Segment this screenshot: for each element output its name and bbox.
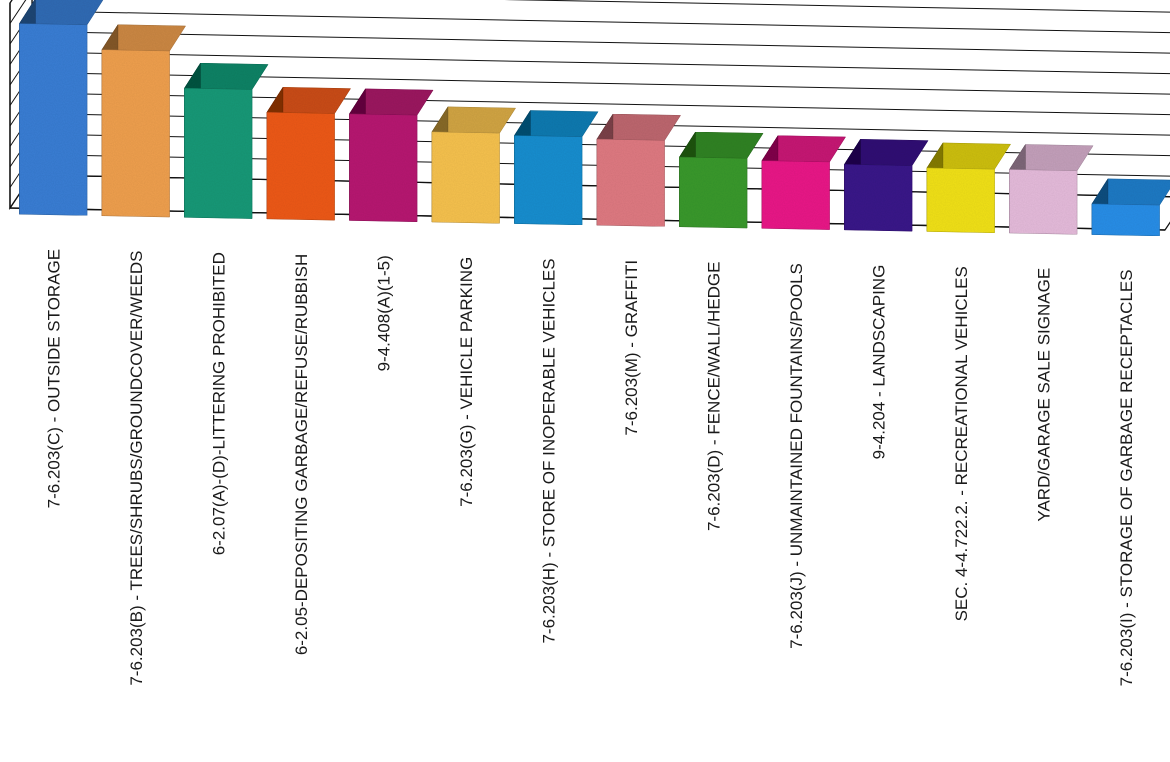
bar-front (844, 164, 913, 232)
bar (183, 62, 269, 219)
bar (926, 142, 1012, 234)
bar-front (266, 112, 335, 221)
category-label: YARD/GARAGE SALE SIGNAGE (1034, 268, 1053, 522)
category-label: 6-2.05-DEPOSITING GARBAGE/REFUSE/RUBBISH (292, 254, 311, 655)
bars-layer (18, 0, 1170, 237)
gridline (31, 51, 1170, 75)
category-label: 7-6.203(M) - GRAFFITI (622, 260, 641, 436)
bar (101, 23, 187, 218)
category-label: 7-6.203(C) - OUTSIDE STORAGE (44, 249, 63, 508)
category-label: 6-2.07(A)-(D)-LITTERING PROHIBITED (209, 252, 228, 555)
bar (761, 134, 847, 230)
bar (431, 105, 517, 224)
bar (266, 86, 352, 221)
bar-front (19, 23, 88, 216)
bar-front (679, 156, 748, 229)
gridline-side (9, 0, 27, 24)
category-label: 9-4.408(A)(1-5) (374, 255, 393, 371)
bar-front (431, 131, 500, 224)
bar-front (1091, 203, 1160, 237)
gridline (31, 31, 1170, 54)
category-label: 7-6.203(D) - FENCE/WALL/HEDGE (704, 262, 723, 532)
category-label: 9-4.204 - LANDSCAPING (869, 265, 888, 460)
gridline (31, 10, 1170, 34)
category-label: 7-6.203(I) - STORAGE OF GARBAGE RECEPTAC… (1117, 269, 1136, 686)
bar-front (926, 167, 995, 234)
bar (348, 88, 434, 223)
bar (843, 138, 929, 232)
category-label: 7-6.203(H) - STORE OF INOPERABLE VEHICLE… (539, 258, 558, 643)
bar (596, 113, 682, 227)
category-labels: 7-6.203(C) - OUTSIDE STORAGE 7-6.203(B) -… (44, 249, 1136, 686)
category-label: SEC. 4-4.722.2. - RECREATIONAL VEHICLES (952, 266, 971, 621)
bar-front (184, 87, 253, 219)
bar (513, 109, 599, 226)
bar-front (349, 113, 418, 223)
gridline (504, 0, 1170, 13)
category-label: 7-6.203(G) - VEHICLE PARKING (457, 257, 476, 507)
bar (1091, 178, 1170, 237)
bar-front (1009, 169, 1078, 235)
bar-front (596, 138, 665, 227)
bar (1008, 143, 1094, 235)
bar-front (761, 160, 830, 230)
bar-front (101, 49, 170, 218)
bar-front (514, 135, 583, 226)
category-label: 7-6.203(J) - UNMAINTAINED FOUNTAINS/POOL… (787, 263, 806, 649)
bar (678, 131, 764, 229)
bar (18, 0, 104, 216)
category-label: 7-6.203(B) - TREES/SHRUBS/GROUNDCOVER/WE… (127, 251, 146, 686)
